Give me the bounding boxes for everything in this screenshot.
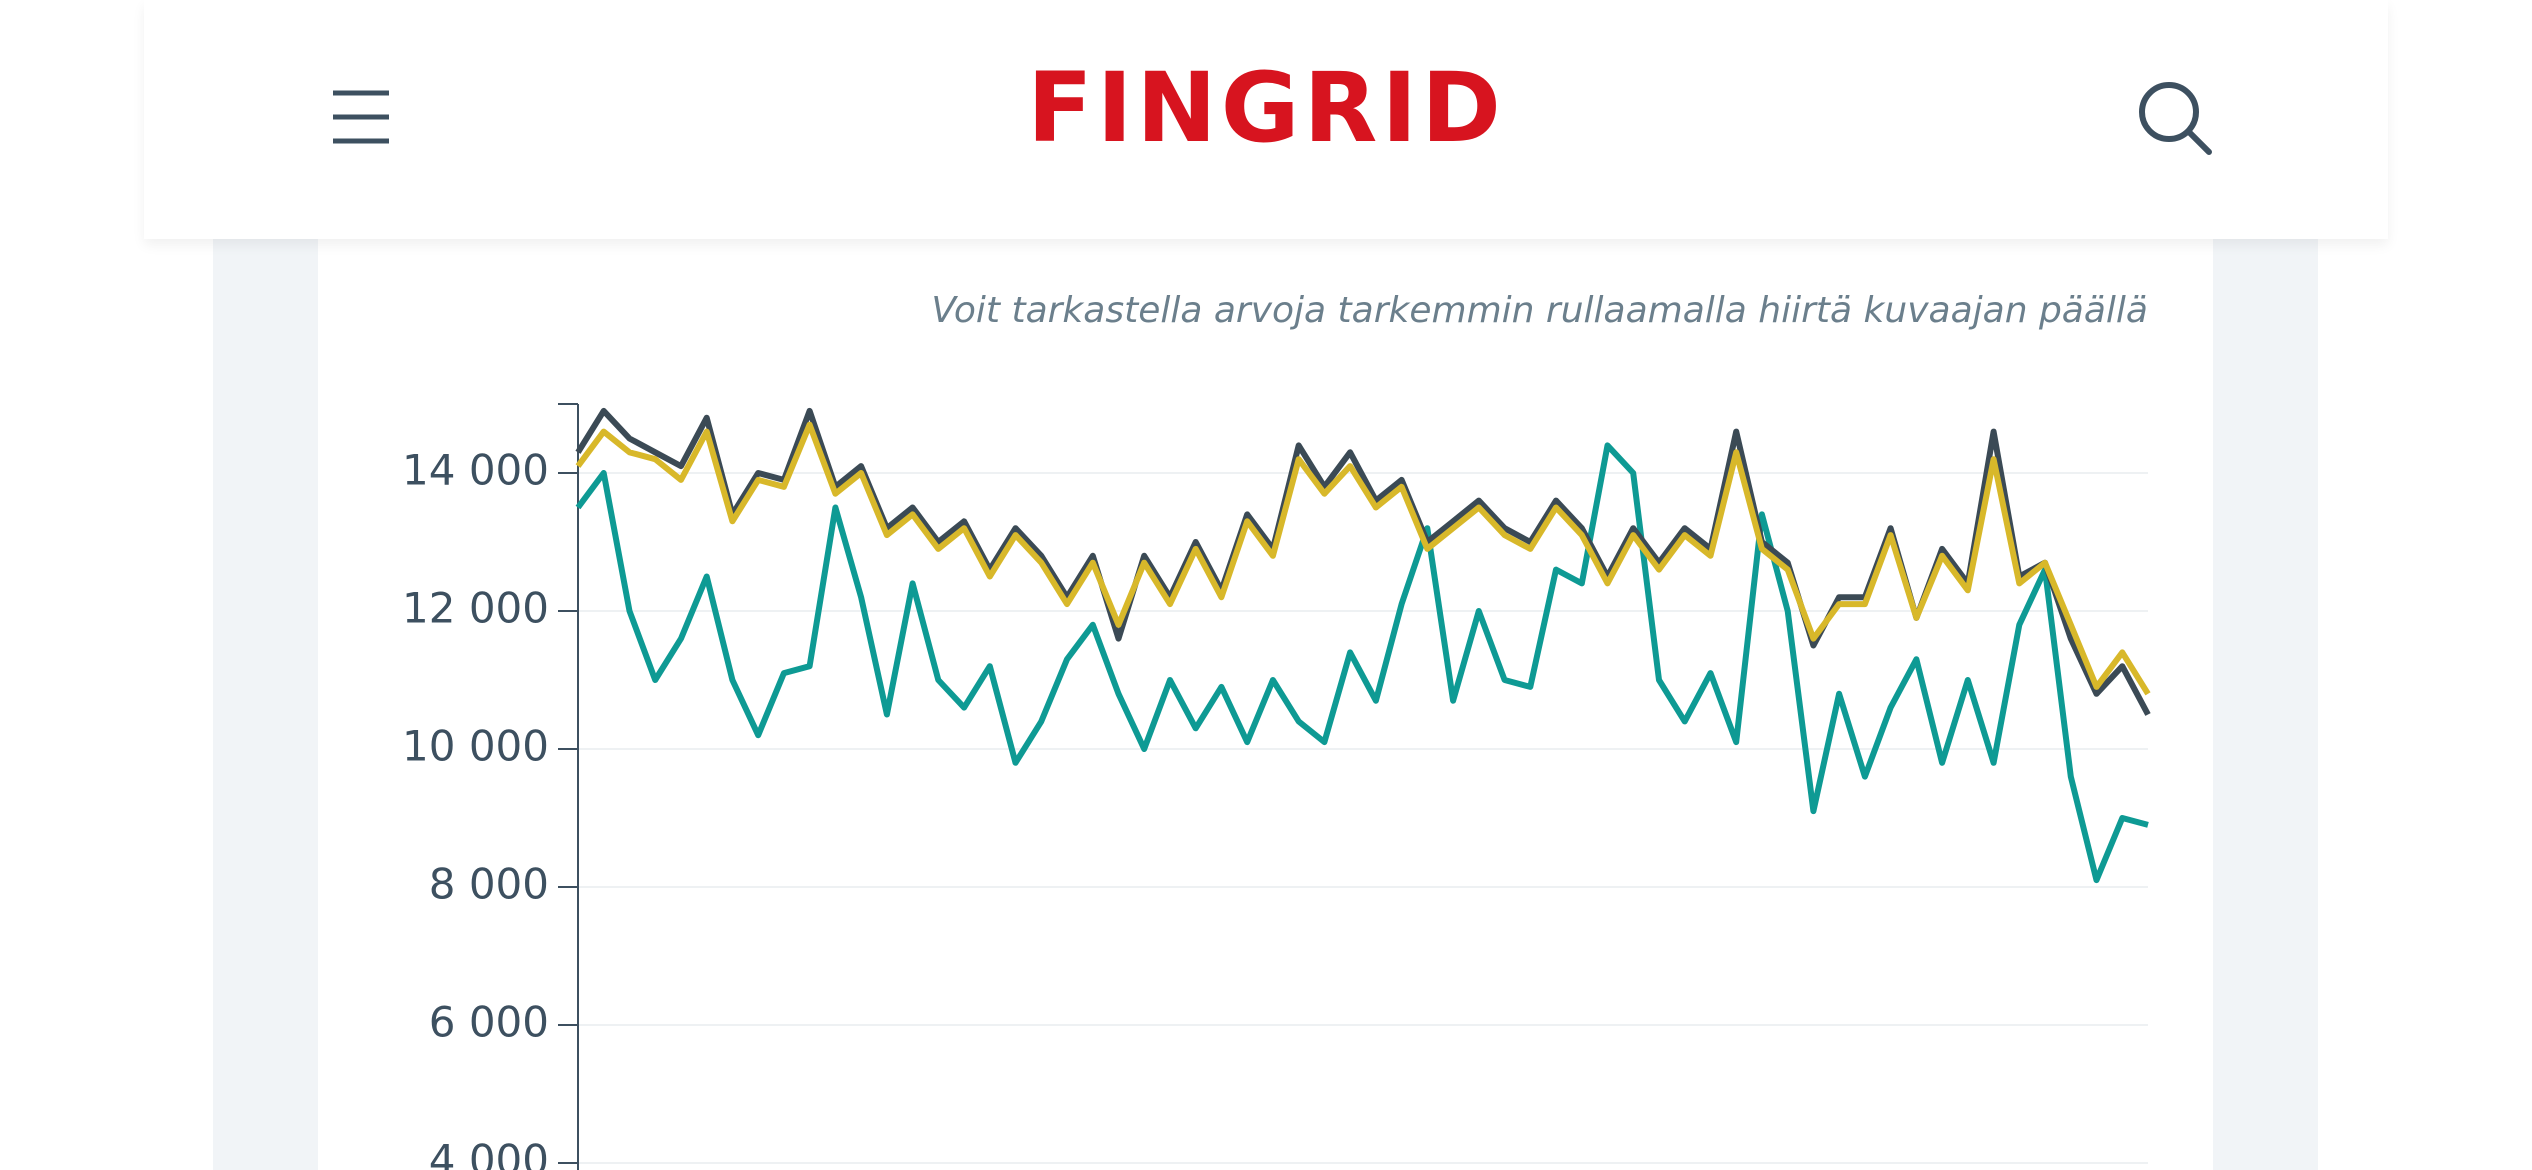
header: FINGRID [144, 0, 2388, 239]
logo[interactable]: FINGRID [1027, 52, 1505, 164]
search-button[interactable] [2137, 80, 2213, 156]
y-tick-label: 6 000 [429, 998, 549, 1047]
chart-hint: Voit tarkastella arvoja tarkemmin rullaa… [931, 290, 2148, 331]
y-tick-label: 10 000 [402, 722, 549, 771]
menu-button[interactable] [331, 89, 391, 145]
y-tick-label: 12 000 [402, 584, 549, 633]
y-tick-label: 4 000 [429, 1136, 549, 1170]
y-tick-label: 14 000 [402, 446, 549, 495]
series-line [575, 442, 2149, 884]
y-tick-label: 8 000 [429, 860, 549, 909]
series-line [575, 421, 2151, 696]
